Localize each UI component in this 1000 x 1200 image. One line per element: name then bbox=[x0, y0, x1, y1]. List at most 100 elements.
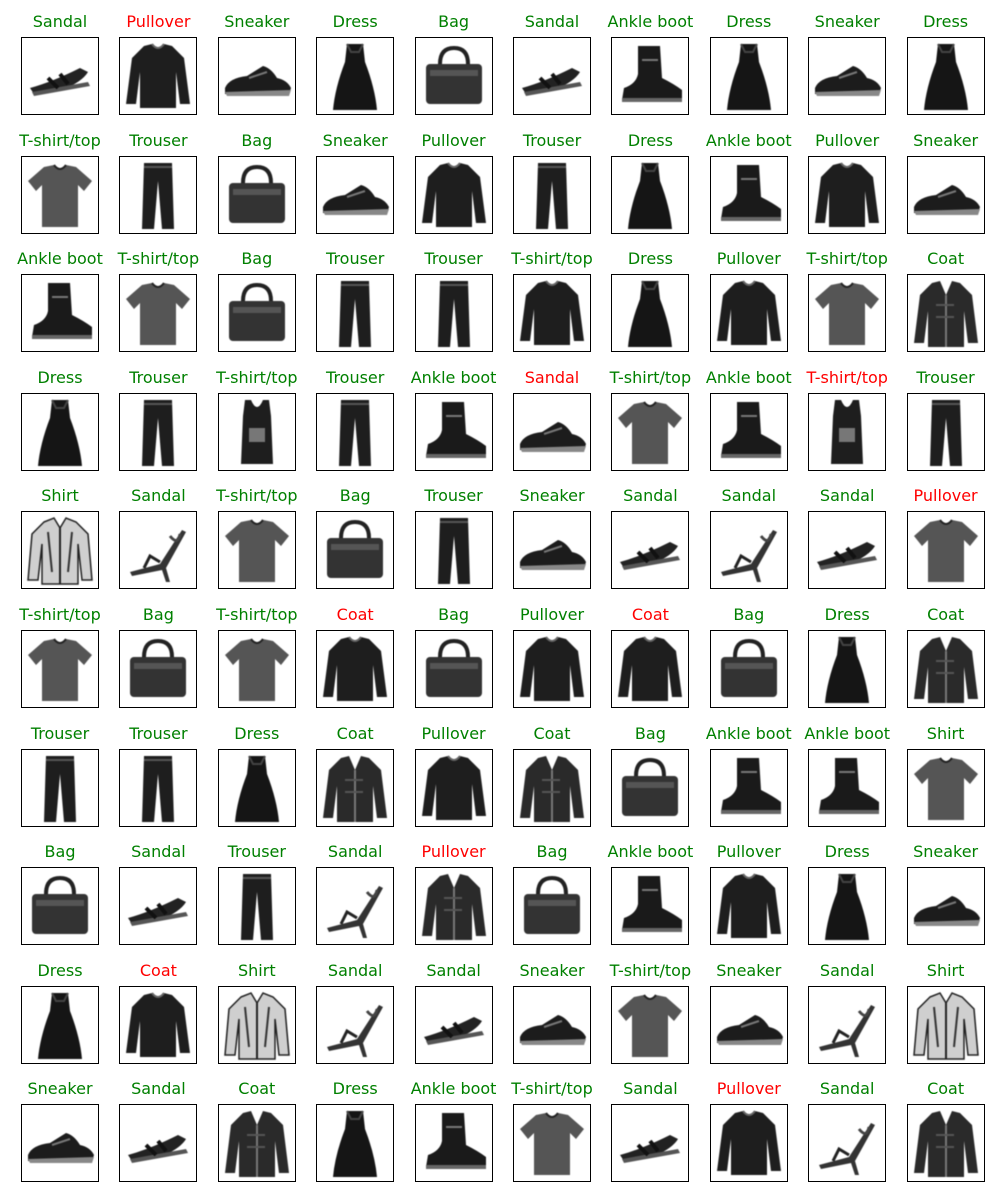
prediction-label: Ankle boot bbox=[607, 842, 694, 862]
trouser-icon bbox=[339, 399, 372, 466]
image-thumbnail bbox=[513, 985, 591, 1064]
prediction-label: Sneaker bbox=[716, 960, 782, 980]
prediction-cell: Ankle boot bbox=[700, 368, 798, 478]
prediction-label: Coat bbox=[533, 723, 571, 743]
image-thumbnail bbox=[513, 1104, 591, 1183]
image-thumbnail bbox=[709, 274, 788, 353]
heel-sandal-icon bbox=[819, 1123, 876, 1176]
image-thumbnail bbox=[513, 867, 591, 946]
prediction-cell: Sandal bbox=[306, 842, 404, 952]
prediction-label: Sandal bbox=[524, 367, 580, 387]
prediction-cell: Coat bbox=[897, 605, 995, 715]
image-thumbnail bbox=[709, 511, 788, 590]
prediction-cell: Bag bbox=[405, 12, 503, 122]
sneaker-icon bbox=[28, 1133, 94, 1164]
prediction-label: Coat bbox=[631, 605, 669, 624]
prediction-label: Coat bbox=[336, 723, 374, 743]
image-thumbnail bbox=[513, 511, 591, 590]
prediction-cell: Bag bbox=[11, 842, 109, 952]
prediction-cell: Trouser bbox=[897, 368, 995, 478]
prediction-label: Coat bbox=[927, 605, 965, 624]
bag-icon bbox=[425, 638, 482, 697]
prediction-cell: T-shirt/top bbox=[208, 486, 306, 596]
image-thumbnail bbox=[808, 630, 887, 708]
pullover-icon bbox=[421, 161, 486, 227]
prediction-cell: Sandal bbox=[109, 486, 207, 596]
image-thumbnail bbox=[119, 274, 198, 353]
image-thumbnail bbox=[611, 867, 690, 946]
image-thumbnail bbox=[513, 155, 591, 234]
prediction-label: Ankle boot bbox=[804, 723, 891, 743]
ankle-boot-icon bbox=[622, 876, 683, 933]
image-thumbnail bbox=[316, 392, 395, 471]
prediction-label: Ankle boot bbox=[17, 249, 103, 269]
prediction-label: Sandal bbox=[131, 1079, 186, 1099]
prediction-label: Ankle boot bbox=[410, 367, 497, 387]
prediction-label: Dress bbox=[726, 12, 772, 31]
image-thumbnail bbox=[906, 867, 985, 946]
prediction-label: Pullover bbox=[815, 130, 880, 150]
prediction-label: Coat bbox=[336, 605, 374, 624]
image-thumbnail bbox=[709, 867, 788, 946]
prediction-cell: Bag bbox=[109, 605, 207, 715]
image-thumbnail bbox=[709, 155, 788, 234]
prediction-label: Dress bbox=[332, 12, 378, 31]
prediction-cell: Sneaker bbox=[208, 12, 306, 122]
tshirt-icon bbox=[913, 756, 978, 820]
prediction-cell: Dress bbox=[897, 12, 995, 122]
prediction-label: Pullover bbox=[716, 249, 781, 269]
prediction-cell: Sandal bbox=[11, 12, 109, 122]
prediction-cell: Sandal bbox=[798, 961, 896, 1071]
image-thumbnail bbox=[119, 867, 198, 946]
pullover-icon bbox=[716, 280, 781, 346]
image-thumbnail bbox=[414, 867, 493, 946]
image-thumbnail bbox=[414, 985, 493, 1064]
image-thumbnail bbox=[808, 985, 887, 1064]
prediction-label: Bag bbox=[438, 12, 470, 31]
ankle-boot-icon bbox=[720, 757, 781, 814]
sneaker-icon bbox=[520, 540, 586, 571]
prediction-label: Pullover bbox=[126, 12, 191, 31]
prediction-cell: Coat bbox=[109, 961, 207, 1071]
coat-icon bbox=[520, 755, 584, 822]
prediction-cell: Sandal bbox=[503, 12, 601, 122]
prediction-label: Shirt bbox=[926, 723, 965, 743]
image-thumbnail bbox=[217, 37, 296, 115]
image-thumbnail bbox=[709, 392, 788, 471]
prediction-cell: Sneaker bbox=[897, 842, 995, 952]
prediction-label: Pullover bbox=[716, 1079, 781, 1099]
prediction-label: Pullover bbox=[421, 842, 486, 862]
prediction-cell: Coat bbox=[208, 1079, 306, 1189]
trouser-icon bbox=[437, 281, 470, 348]
image-thumbnail bbox=[414, 1104, 493, 1183]
image-thumbnail bbox=[906, 1104, 985, 1183]
prediction-cell: Coat bbox=[306, 605, 404, 715]
prediction-cell: Sandal bbox=[601, 486, 699, 596]
prediction-label: Sneaker bbox=[814, 12, 880, 31]
prediction-label: Sneaker bbox=[913, 130, 979, 150]
heel-sandal-icon bbox=[720, 530, 777, 583]
prediction-label: T-shirt/top bbox=[806, 367, 888, 387]
prediction-cell: T-shirt/top bbox=[503, 249, 601, 359]
prediction-cell: Ankle boot bbox=[700, 724, 798, 834]
dress-icon bbox=[333, 1110, 378, 1178]
dress-icon bbox=[726, 43, 771, 110]
coat-icon bbox=[224, 1111, 289, 1178]
prediction-cell: Trouser bbox=[208, 842, 306, 952]
coat-icon bbox=[913, 281, 978, 348]
prediction-label: T-shirt/top bbox=[216, 486, 298, 506]
prediction-label: Bag bbox=[634, 723, 666, 743]
shirt-icon bbox=[912, 991, 979, 1060]
prediction-cell: Coat bbox=[601, 605, 699, 715]
image-thumbnail bbox=[21, 155, 99, 234]
dress-icon bbox=[628, 280, 673, 348]
image-thumbnail bbox=[119, 155, 198, 234]
prediction-cell: Sneaker bbox=[503, 961, 601, 1071]
image-thumbnail bbox=[316, 867, 395, 946]
image-thumbnail bbox=[316, 748, 395, 827]
prediction-cell: Ankle boot bbox=[405, 1079, 503, 1189]
prediction-label: Sneaker bbox=[913, 842, 979, 862]
prediction-cell: Pullover bbox=[897, 486, 995, 596]
image-thumbnail bbox=[21, 867, 99, 946]
prediction-label: Sandal bbox=[721, 486, 777, 506]
